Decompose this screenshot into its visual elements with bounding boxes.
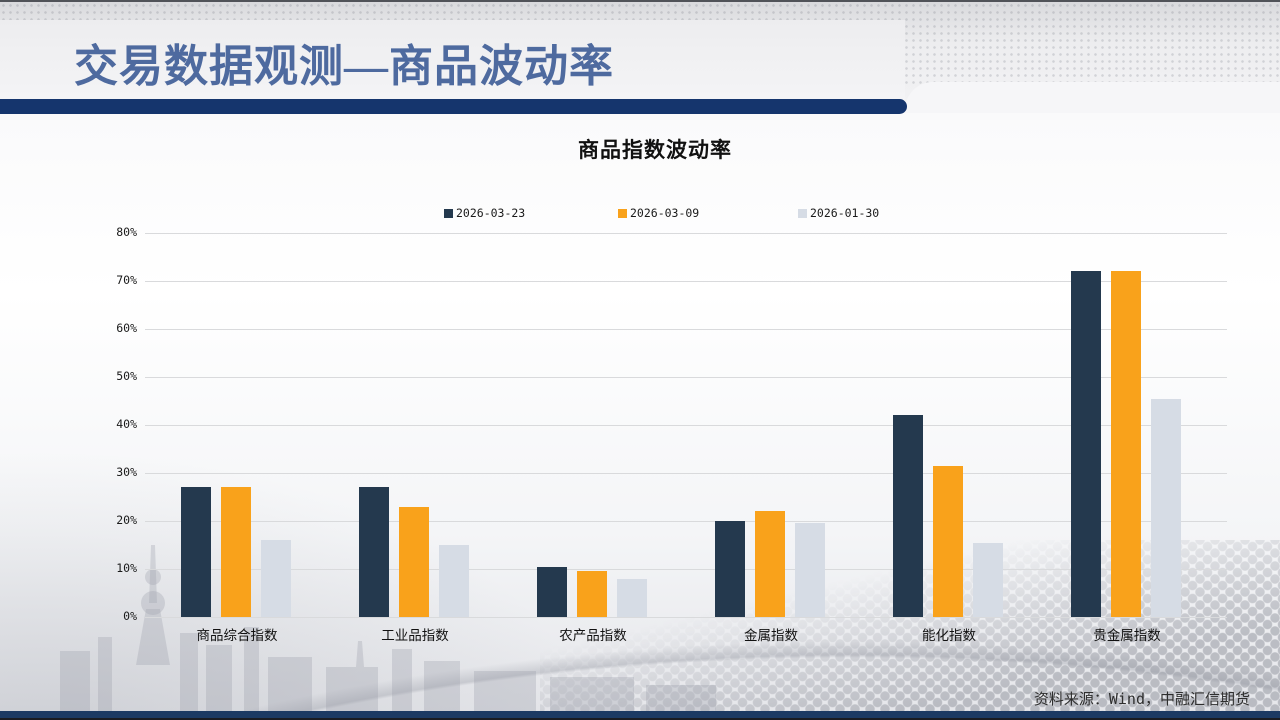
x-axis-category-label: 能化指数 xyxy=(922,628,976,643)
bar-2026-03-09-工业品指数 xyxy=(399,506,429,617)
bar-2026-03-23-工业品指数 xyxy=(359,487,389,617)
bar-2026-03-09-贵金属指数 xyxy=(1111,271,1141,617)
bar-2026-03-09-能化指数 xyxy=(933,465,963,617)
bar-2026-01-30-贵金属指数 xyxy=(1151,398,1181,617)
legend-swatch-icon xyxy=(618,208,627,218)
gridline-60 xyxy=(145,329,1227,330)
bar-2026-03-23-贵金属指数 xyxy=(1071,271,1101,617)
y-axis-tick-label: 30% xyxy=(116,465,137,479)
gridline-10 xyxy=(145,569,1227,570)
x-axis-category-label: 金属指数 xyxy=(744,628,798,643)
x-axis-category-label: 工业品指数 xyxy=(381,628,449,643)
bar-2026-03-23-商品综合指数 xyxy=(181,487,211,617)
y-axis-tick-label: 60% xyxy=(116,321,137,335)
legend-label: 2026-03-23 xyxy=(456,206,526,220)
bar-2026-01-30-金属指数 xyxy=(795,523,825,617)
legend-item-2026-01-30: 2026-01-30 xyxy=(798,206,879,220)
chart-title: 商品指数波动率 xyxy=(578,138,732,162)
gridline-50 xyxy=(145,377,1227,378)
legend-swatch-icon xyxy=(798,208,807,218)
bar-2026-03-09-商品综合指数 xyxy=(221,487,251,617)
bar-2026-03-23-金属指数 xyxy=(715,521,745,617)
gridline-70 xyxy=(145,281,1227,282)
gridline-40 xyxy=(145,425,1227,426)
gridline-0 xyxy=(145,617,1227,618)
x-axis-category-label: 贵金属指数 xyxy=(1093,628,1161,643)
y-axis-tick-label: 70% xyxy=(116,273,137,287)
legend-label: 2026-01-30 xyxy=(810,206,880,220)
y-axis-tick-label: 80% xyxy=(116,225,137,239)
bottom-accent-bar xyxy=(0,711,1280,718)
page-title: 交易数据观测—商品波动率 xyxy=(74,42,614,91)
bar-2026-03-09-金属指数 xyxy=(755,511,785,617)
y-axis-tick-label: 0% xyxy=(123,609,137,623)
gridline-30 xyxy=(145,473,1227,474)
bar-2026-01-30-商品综合指数 xyxy=(261,540,291,617)
legend-label: 2026-03-09 xyxy=(630,206,700,220)
y-axis-tick-label: 50% xyxy=(116,369,137,383)
data-source-note: 资料来源：Wind，中融汇信期货 xyxy=(1033,690,1250,708)
title-divider-bar xyxy=(0,99,907,114)
bar-2026-01-30-工业品指数 xyxy=(439,545,469,617)
bar-2026-03-23-能化指数 xyxy=(893,415,923,617)
legend-item-2026-03-23: 2026-03-23 xyxy=(444,206,525,220)
bar-2026-01-30-能化指数 xyxy=(973,542,1003,617)
bar-2026-03-23-农产品指数 xyxy=(537,566,567,617)
y-axis-tick-label: 40% xyxy=(116,417,137,431)
legend-swatch-icon xyxy=(444,208,453,218)
y-axis-tick-label: 10% xyxy=(116,561,137,575)
bottom-edge-line xyxy=(0,718,1280,720)
gridline-20 xyxy=(145,521,1227,522)
gridline-80 xyxy=(145,233,1227,234)
legend-item-2026-03-09: 2026-03-09 xyxy=(618,206,699,220)
bar-2026-01-30-农产品指数 xyxy=(617,578,647,617)
city-skyline-silhouette xyxy=(60,545,716,713)
bar-2026-03-09-农产品指数 xyxy=(577,571,607,617)
y-axis-tick-label: 20% xyxy=(116,513,137,527)
x-axis-category-label: 农产品指数 xyxy=(559,628,627,643)
x-axis-category-label: 商品综合指数 xyxy=(196,628,278,643)
